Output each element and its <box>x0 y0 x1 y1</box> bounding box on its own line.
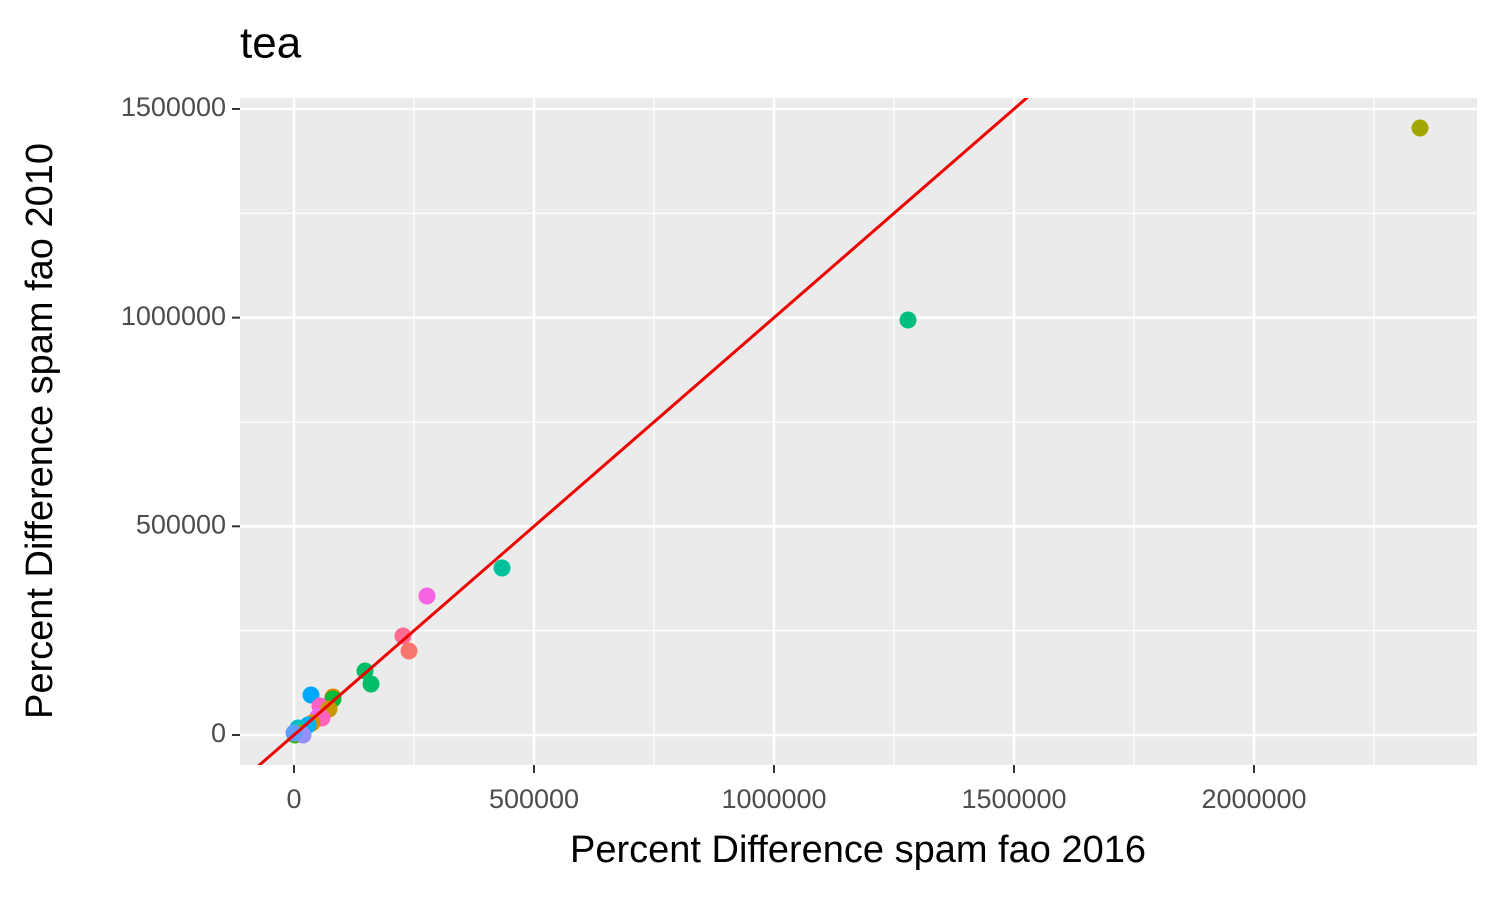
x-tick-label: 2000000 <box>1201 784 1306 814</box>
y-tick-label: 0 <box>211 718 226 748</box>
chart-title: tea <box>240 19 302 68</box>
y-tick-label: 1500000 <box>121 92 226 122</box>
point <box>394 627 412 645</box>
y-axis-title: Percent Difference spam fao 2010 <box>19 143 61 719</box>
point <box>362 675 380 693</box>
x-tick-label: 1500000 <box>961 784 1066 814</box>
y-tick-label: 1000000 <box>121 301 226 331</box>
point <box>400 642 418 660</box>
plot-area <box>257 98 1429 765</box>
x-axis-title: Percent Difference spam fao 2016 <box>570 829 1146 871</box>
x-tick-label: 1000000 <box>721 784 826 814</box>
grid <box>240 98 1477 765</box>
reference-line <box>257 98 1029 765</box>
point <box>1411 119 1429 137</box>
x-tick-label: 0 <box>286 784 301 814</box>
point <box>418 587 436 605</box>
x-tick-label: 500000 <box>489 784 579 814</box>
point <box>493 559 511 577</box>
point <box>899 311 917 329</box>
y-tick-label: 500000 <box>136 509 226 539</box>
panel-background <box>240 98 1477 765</box>
